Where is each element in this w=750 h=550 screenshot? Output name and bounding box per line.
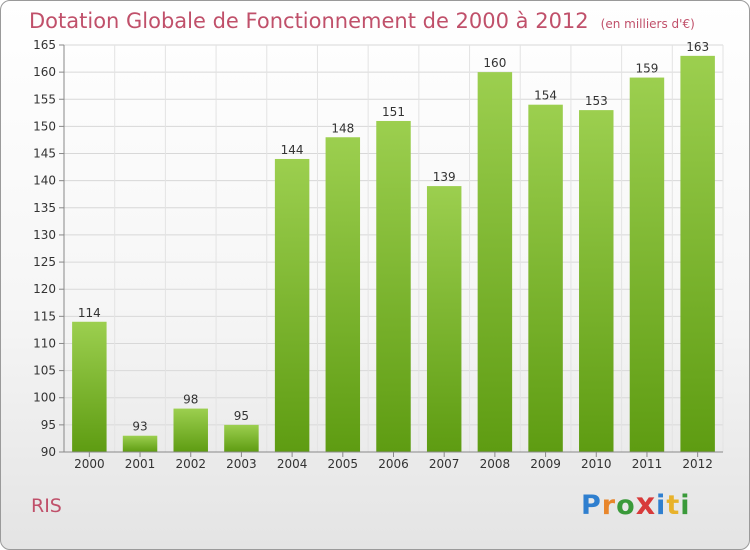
x-tick-label-2006: 2006 [378,457,409,471]
x-tick-label-2012: 2012 [682,457,713,471]
bar-2005 [325,137,361,452]
data-label-2006: 151 [382,105,405,119]
data-label-2004: 144 [281,143,304,157]
y-tick-label: 90 [41,445,56,459]
data-label-2011: 159 [636,62,659,76]
y-tick-label: 155 [33,92,56,106]
data-label-2005: 148 [331,121,354,135]
chart-subtitle: (en milliers d'€) [600,17,695,31]
bar-2000 [72,321,107,452]
y-tick-label: 160 [33,65,56,79]
data-label-2002: 98 [183,393,198,407]
y-tick-label: 150 [33,119,56,133]
data-label-2010: 153 [585,94,608,108]
x-tick-label-2007: 2007 [429,457,460,471]
y-tick-label: 145 [33,147,56,161]
x-tick-label-2004: 2004 [277,457,308,471]
x-tick-label-2011: 2011 [632,457,663,471]
bar-2010 [579,110,614,453]
y-tick-label: 135 [33,201,56,215]
x-tick-label-2003: 2003 [226,457,257,471]
data-label-2012: 163 [686,40,709,54]
y-tick-label: 165 [33,38,56,52]
y-tick-label: 120 [33,282,56,296]
y-tick-label: 140 [33,174,56,188]
logo-letter: x [635,487,657,522]
axes [59,44,723,457]
commune-name: RIS [31,495,62,517]
x-tick-label-2010: 2010 [581,457,612,471]
y-tick-label: 110 [33,336,56,350]
logo-letter: i [656,490,667,521]
y-tick-label: 100 [33,391,56,405]
y-tick-label: 115 [33,309,56,323]
bar-2002 [173,408,208,452]
bar-2007 [426,186,462,453]
bars [72,55,715,453]
logo-letter: r [601,490,617,521]
bar-2006 [376,120,411,453]
proxiti-logo[interactable]: Proxiti [581,487,691,522]
bar-2008 [477,72,513,452]
chart-title-text: Dotation Globale de Fonctionnement de 20… [29,9,589,33]
x-tick-label-2001: 2001 [125,457,156,471]
logo-letter: t [666,490,681,521]
bar-2012 [680,55,715,452]
x-tick-label-2002: 2002 [175,457,206,471]
data-label-2003: 95 [234,409,249,423]
x-tick-label-2009: 2009 [530,457,561,471]
data-label-2009: 154 [534,89,557,103]
bar-2004 [274,158,310,452]
logo-letter: P [581,490,602,521]
y-tick-label: 95 [41,418,56,432]
logo-letter: i [680,490,691,521]
bar-2001 [122,435,158,452]
data-label-2001: 93 [132,420,147,434]
chart-title: Dotation Globale de Fonctionnement de 20… [29,9,695,33]
y-tick-label: 125 [33,255,56,269]
x-tick-label-2005: 2005 [328,457,359,471]
x-tick-label-2008: 2008 [480,457,511,471]
bar-2003 [224,424,259,452]
bar-2011 [629,77,665,452]
data-label-2008: 160 [483,56,506,70]
data-label-2000: 114 [78,306,101,320]
bar-2009 [528,104,563,453]
data-label-2007: 139 [433,170,456,184]
x-tick-label-2000: 2000 [74,457,105,471]
y-tick-label: 130 [33,228,56,242]
y-tick-label: 105 [33,364,56,378]
logo-letter: o [616,490,636,521]
labels: 90 95 100 105 110 115 120 125 130 135 140 145 150 155… [33,38,713,471]
